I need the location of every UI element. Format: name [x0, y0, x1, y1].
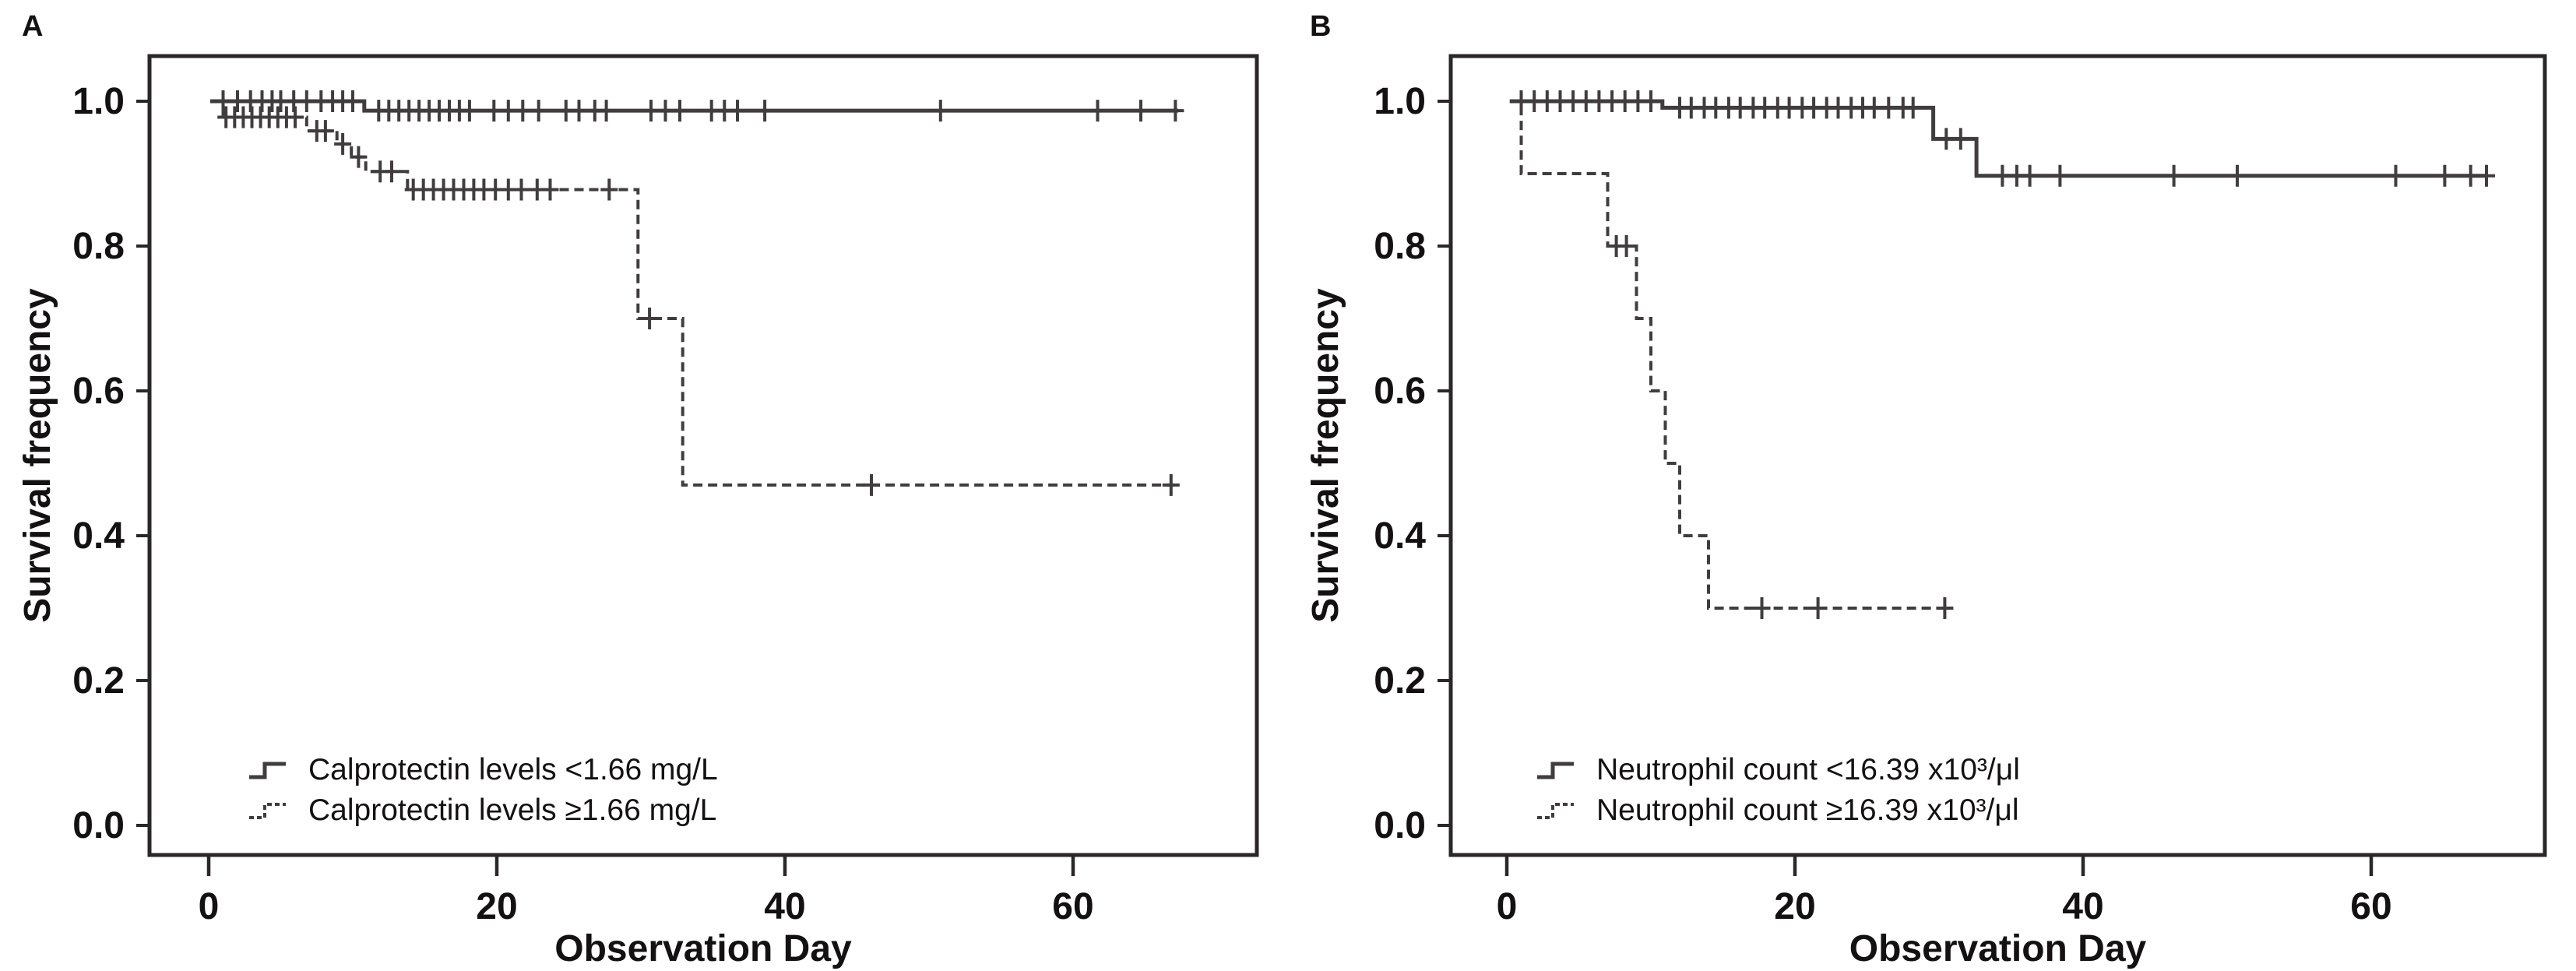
y-tick-label: 1.0 — [1374, 81, 1426, 122]
panel-a-chart: 1.0 0.8 0.6 0.4 0.2 0.0 0 20 40 60 Observation Day… — [17, 10, 1259, 969]
y-tick-label: 0.8 — [72, 226, 125, 267]
y-tick-label: 1.0 — [72, 81, 125, 122]
legend-label: Neutrophil count <16.39 x10³/μl — [1596, 753, 2020, 786]
km-curve-dashed — [1511, 100, 1951, 610]
y-axis-title: Survival frequency — [17, 288, 58, 623]
y-tick-label: 0.2 — [1374, 660, 1426, 702]
legend-glyph-solid — [1537, 762, 1574, 779]
legend-label: Calprotectin levels ≥1.66 mg/L — [308, 793, 716, 827]
censor-marks-solid — [214, 90, 1184, 122]
y-tick-label: 0.4 — [72, 515, 125, 557]
plot-border — [147, 54, 1259, 857]
legend-glyph-dashed — [249, 803, 286, 819]
x-tick-label: 40 — [764, 886, 805, 927]
legend: Calprotectin levels <1.66 mg/L Calprotect… — [249, 753, 718, 827]
y-tick-label: 0.0 — [1374, 805, 1426, 846]
legend-label: Neutrophil count ≥16.39 x10³/μl — [1596, 793, 2019, 827]
censor-marks-solid — [1512, 90, 2495, 187]
x-tick-label: 0 — [1497, 886, 1518, 927]
panel-a: 1.0 0.8 0.6 0.4 0.2 0.0 0 20 40 60 Observation Day… — [17, 10, 1259, 969]
legend-glyph-dashed — [1537, 803, 1574, 819]
legend-glyph-solid — [249, 762, 286, 779]
y-tick-label: 0.6 — [72, 371, 125, 412]
km-curve-dashed — [219, 100, 1174, 487]
y-tick-label: 0.6 — [1374, 371, 1426, 412]
x-tick-label: 20 — [1774, 886, 1815, 927]
panel-b-chart: 1.0 0.8 0.6 0.4 0.2 0.0 0 20 40 60 Observation Day… — [1305, 10, 2547, 969]
km-curve-solid — [1509, 99, 2488, 178]
x-tick-label: 20 — [476, 886, 517, 927]
x-axis-title: Observation Day — [554, 928, 852, 969]
panel-letter: B — [1310, 10, 1331, 43]
x-tick-label: 60 — [2350, 886, 2391, 927]
panel-letter: A — [22, 10, 43, 43]
y-tick-label: 0.4 — [1374, 515, 1426, 557]
legend: Neutrophil count <16.39 x10³/μl Neutrophi… — [1537, 753, 2020, 827]
censor-marks-dashed — [1607, 235, 1954, 619]
x-tick-label: 0 — [199, 886, 220, 927]
x-axis-title: Observation Day — [1849, 928, 2147, 969]
x-tick-label: 40 — [2062, 886, 2103, 927]
x-tick-label: 60 — [1052, 886, 1093, 927]
y-tick-label: 0.8 — [1374, 226, 1426, 267]
panel-b: 1.0 0.8 0.6 0.4 0.2 0.0 0 20 40 60 Observation Day… — [1288, 0, 2576, 971]
y-axis-title: Survival frequency — [1305, 288, 1346, 623]
legend-label: Calprotectin levels <1.66 mg/L — [308, 753, 718, 786]
censor-marks-dashed — [217, 106, 1180, 496]
y-tick-label: 0.0 — [72, 805, 125, 846]
plot-border — [1448, 54, 2547, 857]
y-tick-label: 0.2 — [72, 660, 125, 702]
